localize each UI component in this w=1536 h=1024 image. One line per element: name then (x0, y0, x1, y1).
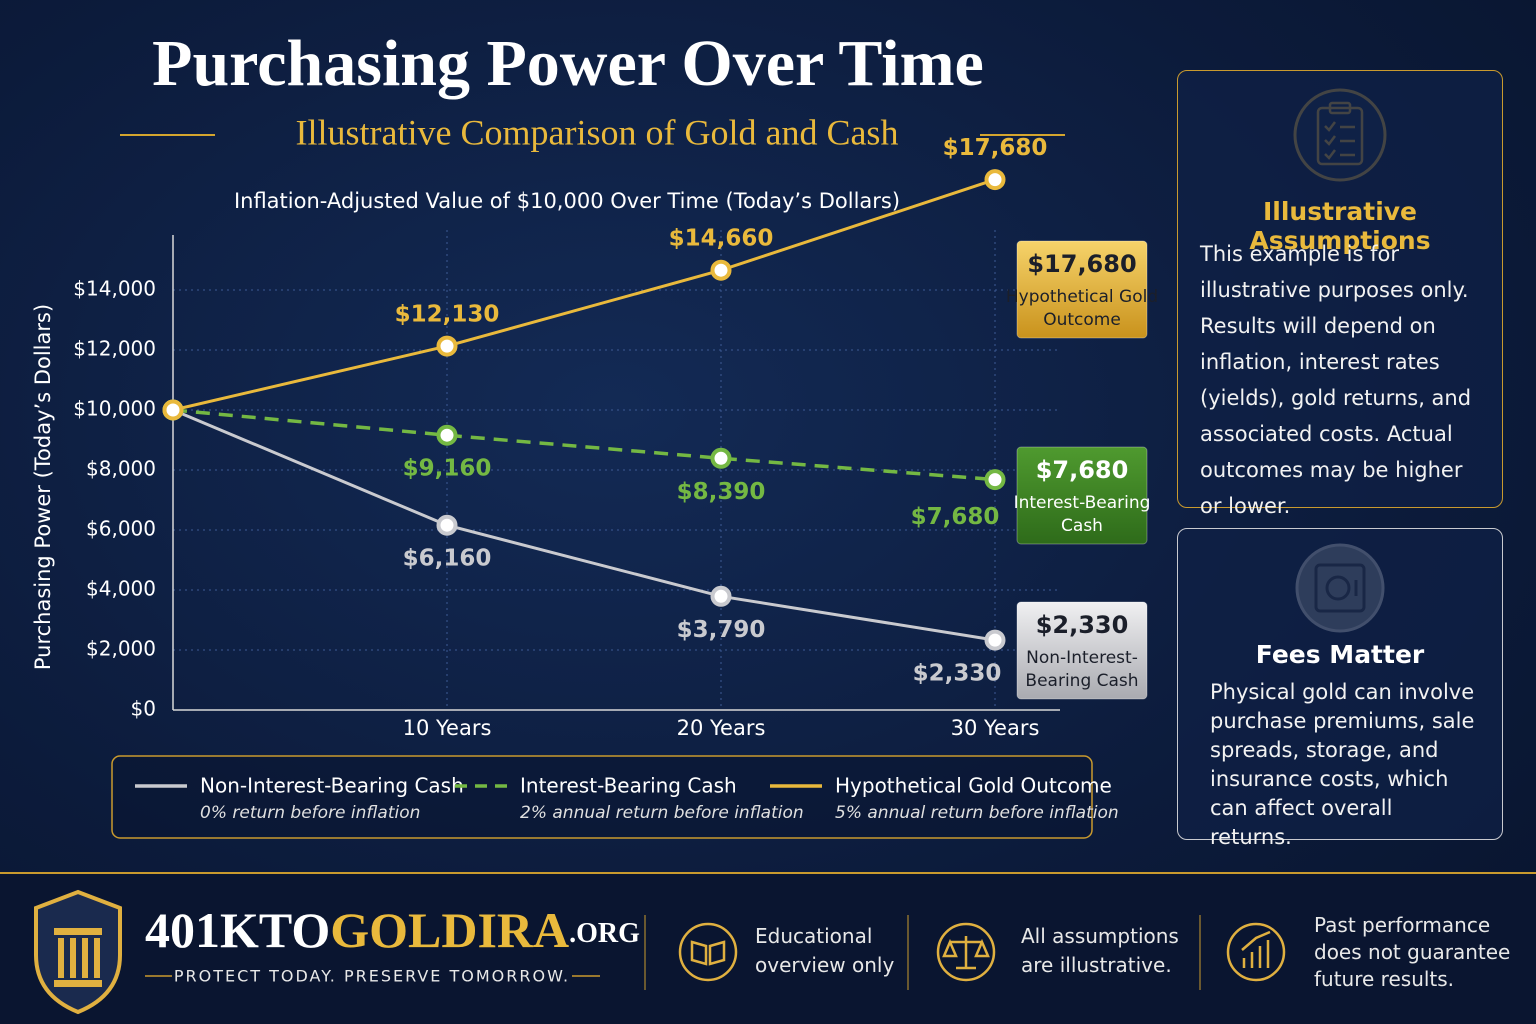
series-line (172, 178, 996, 412)
logo-shield (34, 889, 122, 1015)
legend: Non-Interest-Bearing Cash 0% return befor… (135, 774, 1119, 823)
x-tick-label: 10 Years (403, 716, 492, 740)
value-label: $9,160 (403, 456, 492, 482)
value-label: $17,680 (943, 135, 1048, 161)
legend-box (111, 755, 1093, 839)
value-label: $7,680 (911, 504, 1000, 530)
panel-title: Fees Matter (1255, 640, 1425, 669)
footer-note: All assumptions are illustrative. (1021, 924, 1179, 977)
legend-label: Interest-Bearing Cash (520, 774, 737, 798)
x-tick-label: 30 Years (951, 716, 1040, 740)
legend-description: 0% return before inflation (200, 803, 420, 823)
data-point (710, 585, 732, 607)
tagline: PROTECT TODAY. PRESERVE TOMORROW. (174, 967, 570, 986)
panel-title: Illustrative Assumptions (1249, 197, 1431, 255)
y-tick-label: $6,000 (86, 517, 156, 541)
data-point (436, 514, 458, 536)
data-point (984, 169, 1006, 191)
value-label: $6,160 (403, 546, 492, 572)
legend-label: Hypothetical Gold Outcome (835, 774, 1112, 798)
end-value: $7,680 (1036, 456, 1129, 484)
logo-pillar (54, 928, 102, 987)
chart-title: Inflation-Adjusted Value of $10,000 Over… (234, 189, 900, 213)
panel-text: This example is for illustrative purpose… (1200, 242, 1472, 518)
value-label: $3,790 (677, 617, 766, 643)
y-tick-label: $0 (131, 697, 156, 721)
x-tick-label: 20 Years (677, 716, 766, 740)
brand: 401KTOGOLDIRA.ORG (145, 902, 640, 958)
data-point (436, 424, 458, 446)
data-point (436, 335, 458, 357)
end-box (1016, 240, 1148, 339)
end-value: $2,330 (1036, 611, 1129, 639)
brand-accent: GOLDIRA (330, 902, 569, 958)
panel-text: Physical gold can involve purchase premi… (1210, 680, 1475, 849)
data-point (984, 629, 1006, 651)
y-axis-label: Purchasing Power (Today’s Dollars) (31, 304, 55, 670)
plot: $0 $2,000 $4,000 $6,000 $8,000 $10,000 $12,000… (73, 135, 1158, 740)
y-tick-label: $2,000 (86, 637, 156, 661)
end-value: $17,680 (1027, 250, 1136, 278)
series-line (172, 408, 996, 642)
legend-description: 5% annual return before inflation (835, 803, 1119, 823)
footer-note: Past performance does not guarantee futu… (1314, 913, 1511, 991)
end-name: Non-Interest-Bearing Cash (1025, 648, 1138, 691)
legend-description: 2% annual return before inflation (520, 803, 804, 823)
value-label: $14,660 (669, 226, 774, 252)
y-tick-label: $14,000 (73, 277, 156, 301)
fees-panel: Fees Matter Physical gold can involve pu… (1177, 528, 1503, 849)
end-name: Interest-Bearing Cash (1014, 493, 1151, 536)
y-tick-label: $10,000 (73, 397, 156, 421)
end-box (1016, 601, 1148, 700)
page-subtitle: Illustrative Comparison of Gold and Cash (296, 112, 899, 152)
data-point (710, 259, 732, 281)
value-label: $8,390 (677, 479, 766, 505)
assumptions-panel: Illustrative Assumptions This example is… (1177, 70, 1503, 518)
value-label: $2,330 (913, 661, 1002, 687)
footer-note: Educational overview only (755, 924, 895, 977)
end-box (1016, 446, 1148, 545)
brand-suffix: .ORG (569, 918, 640, 949)
legend-label: Non-Interest-Bearing Cash (200, 774, 464, 798)
y-tick-label: $12,000 (73, 337, 156, 361)
footer-bg (0, 873, 1536, 1024)
y-tick-label: $8,000 (86, 457, 156, 481)
brand-main: 401KTO (145, 902, 330, 958)
data-point (710, 447, 732, 469)
data-point (984, 469, 1006, 491)
data-point (162, 399, 184, 421)
end-name: Hypothetical Gold Outcome (1006, 287, 1158, 330)
value-label: $12,130 (395, 302, 500, 328)
y-tick-label: $4,000 (86, 577, 156, 601)
page-title: Purchasing Power Over Time (152, 27, 984, 100)
series-line (172, 408, 996, 482)
note-icons (678, 922, 1286, 982)
